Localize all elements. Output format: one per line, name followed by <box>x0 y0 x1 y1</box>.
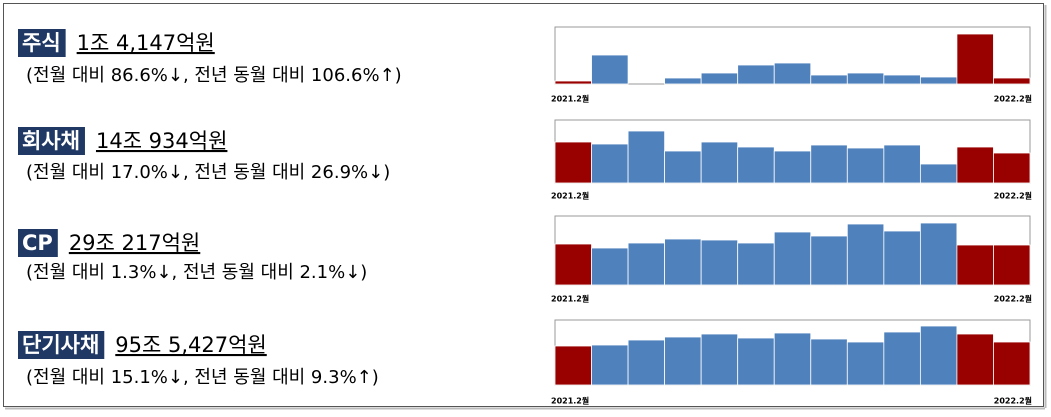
amount: 29조 217억원 <box>69 231 200 255</box>
bar <box>591 143 629 184</box>
bar <box>773 150 812 184</box>
bar <box>737 64 775 85</box>
bar <box>883 144 921 184</box>
bar <box>664 77 702 85</box>
bar <box>993 341 1031 386</box>
amount: 14조 934억원 <box>96 129 227 153</box>
bar <box>956 244 994 286</box>
bar <box>627 339 666 386</box>
bar <box>846 147 885 184</box>
bar <box>773 231 812 286</box>
change: (전월 대비 15.1%↓, 전년 동월 대비 9.3%↑) <box>26 367 379 388</box>
change: (전월 대비 1.3%↓, 전년 동월 대비 2.1%↓) <box>26 262 367 283</box>
bar <box>627 130 666 184</box>
bar <box>700 72 739 85</box>
amount: 1조 4,147억원 <box>77 31 215 55</box>
bar <box>993 244 1031 286</box>
x-tick-label: 2022.2월 <box>994 191 1032 201</box>
bar <box>810 144 848 184</box>
bar <box>554 141 592 184</box>
bar <box>919 163 958 184</box>
bar <box>700 333 739 386</box>
label: CP <box>22 231 53 255</box>
bar <box>664 150 702 184</box>
bar <box>919 76 958 85</box>
bar <box>773 62 812 85</box>
bar <box>810 74 848 85</box>
change: (전월 대비 17.0%↓, 전년 동월 대비 26.9%↓) <box>26 162 390 183</box>
amount: 95조 5,427억원 <box>115 333 266 357</box>
bar <box>919 325 958 386</box>
change: (전월 대비 86.6%↓, 전년 동월 대비 106.6%↑) <box>26 65 402 86</box>
bar <box>810 338 848 386</box>
x-tick-label: 2022.2월 <box>994 94 1032 104</box>
bar <box>554 80 592 85</box>
x-tick-label: 2021.2월 <box>551 396 589 406</box>
bar <box>883 74 921 85</box>
bar <box>956 146 994 184</box>
x-tick-label: 2021.2월 <box>551 94 589 104</box>
bar <box>993 152 1031 184</box>
label: 주식 <box>22 31 61 55</box>
bar <box>737 337 775 386</box>
bar <box>993 77 1031 85</box>
bar <box>700 141 739 184</box>
label-box <box>18 29 66 57</box>
bar <box>883 230 921 286</box>
bar <box>591 54 629 85</box>
bar <box>737 242 775 286</box>
label-box <box>18 127 85 155</box>
x-tick-label: 2021.2월 <box>551 294 589 304</box>
bar <box>737 146 775 184</box>
x-tick-label: 2022.2월 <box>994 294 1032 304</box>
x-tick-label: 2022.2월 <box>994 396 1032 406</box>
bar <box>627 242 666 286</box>
label: 회사채 <box>22 129 80 153</box>
bar <box>554 345 592 386</box>
bar <box>846 72 885 85</box>
bar <box>919 222 958 286</box>
bar <box>956 333 994 386</box>
bar <box>883 331 921 386</box>
bar <box>554 243 592 286</box>
bar <box>956 33 994 85</box>
bar <box>700 239 739 286</box>
bar <box>810 235 848 286</box>
bar <box>773 332 812 386</box>
label-box <box>18 331 105 359</box>
bar <box>846 223 885 286</box>
bar <box>664 238 702 286</box>
label: 단기사채 <box>22 333 99 357</box>
label-box <box>18 229 58 257</box>
bar <box>591 344 629 386</box>
bar <box>591 247 629 286</box>
x-tick-label: 2021.2월 <box>551 191 589 201</box>
bar <box>664 336 702 386</box>
bar <box>846 341 885 386</box>
